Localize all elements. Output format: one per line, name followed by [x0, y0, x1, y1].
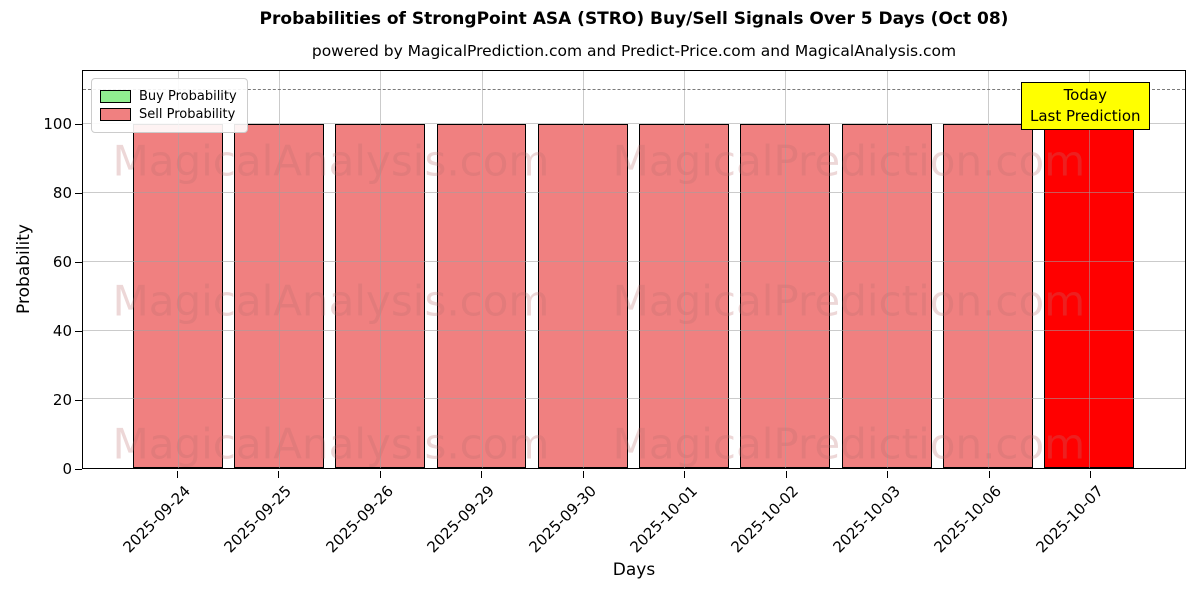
xtick-label-2025-10-01: 2025-10-01 [626, 482, 701, 557]
xtick-mark-2025-10-03 [887, 471, 889, 478]
xtick-label-2025-10-02: 2025-10-02 [727, 482, 803, 557]
legend-label-buy: Buy Probability [139, 89, 237, 104]
xtick-mark-2025-09-24 [176, 471, 178, 478]
ytick-mark-60 [75, 261, 82, 263]
xtick-label-2025-09-25: 2025-09-25 [220, 482, 296, 557]
legend: Buy Probability Sell Probability [91, 78, 248, 133]
gridline-y-80 [83, 192, 1185, 194]
xtick-label-2025-10-07: 2025-10-07 [1032, 482, 1107, 557]
ytick-mark-20 [75, 399, 82, 401]
xtick-mark-2025-10-06 [988, 471, 990, 478]
dashed-threshold-line [83, 88, 1185, 90]
gridline-x-2025-10-06 [987, 71, 989, 468]
x-axis-label: Days [612, 560, 656, 580]
ytick-label-0: 0 [62, 460, 72, 478]
gridline-x-2025-10-03 [886, 71, 888, 468]
sell-swatch-icon [100, 108, 131, 121]
xtick-mark-2025-10-07 [1089, 471, 1091, 478]
legend-item-sell: Sell Probability [100, 107, 237, 122]
gridline-y-20 [83, 398, 1185, 400]
legend-label-sell: Sell Probability [139, 107, 236, 122]
ytick-mark-40 [75, 330, 82, 332]
gridline-y-60 [83, 260, 1185, 262]
xtick-mark-2025-09-25 [278, 471, 280, 478]
annotation-line-1: Today [1063, 86, 1107, 104]
gridline-x-2025-09-29 [481, 71, 483, 468]
xtick-mark-2025-10-02 [785, 471, 787, 478]
ytick-label-80: 80 [52, 183, 72, 202]
ytick-label-40: 40 [52, 321, 72, 340]
plot-area: Buy Probability Sell Probability Today L… [82, 70, 1186, 469]
xtick-mark-2025-10-01 [684, 471, 686, 478]
ytick-label-20: 20 [52, 390, 72, 409]
chart-subtitle: powered by MagicalPrediction.com and Pre… [311, 42, 957, 60]
xtick-mark-2025-09-29 [481, 471, 483, 478]
ytick-label-60: 60 [52, 252, 72, 271]
xtick-mark-2025-09-30 [582, 471, 584, 478]
ytick-mark-80 [75, 192, 82, 194]
legend-item-buy: Buy Probability [100, 89, 237, 104]
xtick-label-2025-09-24: 2025-09-24 [119, 482, 194, 557]
gridline-x-2025-10-07 [1089, 71, 1091, 468]
gridline-x-2025-09-24 [177, 71, 179, 468]
ytick-label-100: 100 [43, 114, 72, 133]
today-annotation: Today Last Prediction [1021, 82, 1150, 130]
xtick-label-2025-09-30: 2025-09-30 [525, 482, 600, 557]
gridline-x-2025-10-01 [684, 71, 686, 468]
gridline-y-100 [83, 123, 1185, 125]
gridline-x-2025-10-02 [785, 71, 787, 468]
gridline-x-2025-09-25 [279, 71, 281, 468]
ytick-mark-100 [75, 123, 82, 125]
gridline-x-2025-09-30 [582, 71, 584, 468]
chart-title: Probabilities of StrongPoint ASA (STRO) … [259, 9, 1009, 29]
buy-swatch-icon [100, 90, 131, 103]
annotation-line-2: Last Prediction [1030, 107, 1141, 125]
xtick-label-2025-09-26: 2025-09-26 [322, 482, 397, 557]
xtick-label-2025-10-06: 2025-10-06 [930, 482, 1006, 557]
gridline-x-2025-09-26 [380, 71, 382, 468]
ytick-mark-0 [75, 469, 82, 470]
gridline-y-40 [83, 329, 1185, 331]
xtick-mark-2025-09-26 [379, 471, 381, 478]
xtick-label-2025-10-03: 2025-10-03 [829, 482, 904, 557]
xtick-label-2025-09-29: 2025-09-29 [423, 482, 498, 557]
